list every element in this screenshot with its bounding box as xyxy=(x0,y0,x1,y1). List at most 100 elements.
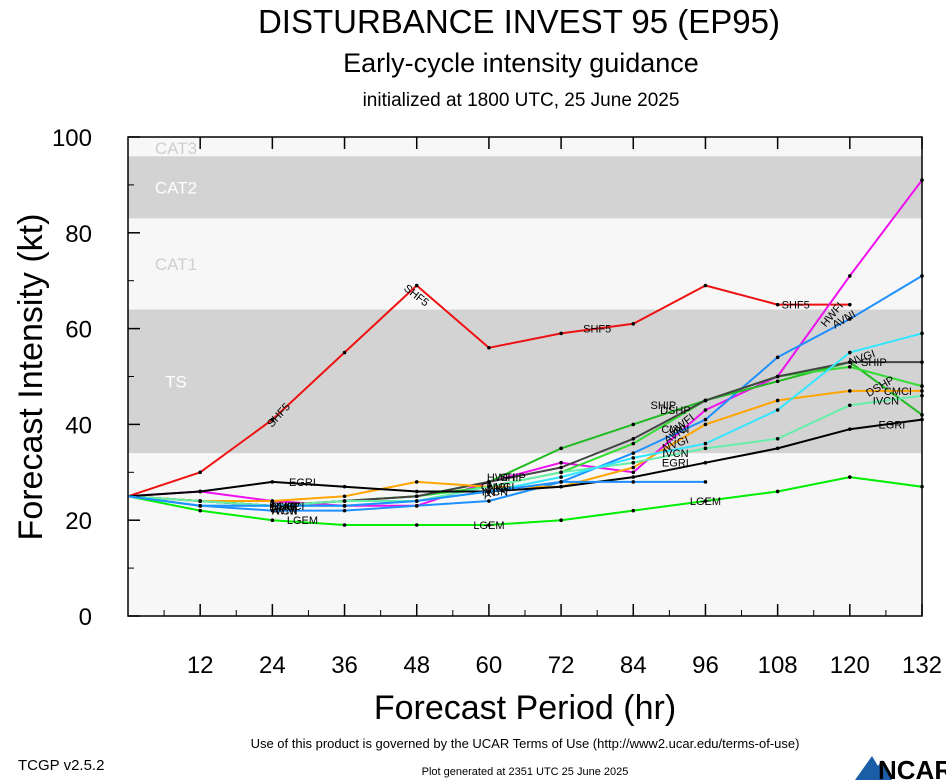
band-ts xyxy=(128,309,922,454)
y-tick-label: 20 xyxy=(65,508,92,535)
data-point-cmci xyxy=(703,422,708,427)
data-point-egri xyxy=(631,475,636,479)
data-point-avni xyxy=(342,508,347,513)
data-point-hwfi xyxy=(703,408,708,412)
series-label-ivcn: IVCN xyxy=(662,448,688,460)
data-point-hwfi xyxy=(631,470,636,475)
series-line-egri xyxy=(127,418,923,498)
chart-subtitle: Early-cycle intensity guidance xyxy=(343,48,699,78)
axis-ticks: 0 20 40 60 80 100 12 24 36 48 60 72 84 96 108 120 132 xyxy=(52,125,942,679)
data-point-lgem xyxy=(703,499,708,503)
ncar-logo-mark xyxy=(855,756,892,780)
data-point-egri xyxy=(775,446,780,451)
data-point-shf5 xyxy=(198,470,202,475)
data-point-shf5 xyxy=(775,302,780,307)
data-point-cmci xyxy=(848,389,852,393)
data-point-ship xyxy=(775,374,780,379)
data-point-cmci xyxy=(414,480,419,484)
data-point-ivcn xyxy=(342,499,347,503)
data-point-dshp xyxy=(848,365,852,369)
x-tick-label: 108 xyxy=(758,652,798,679)
series-label-ivcn: IVCN xyxy=(482,486,508,498)
data-point-ship xyxy=(631,436,636,441)
ncar-logo: NCAR xyxy=(855,755,946,780)
data-point-shf5 xyxy=(270,417,275,422)
data-point-cmci xyxy=(775,398,780,403)
x-tick-label: 84 xyxy=(620,652,647,679)
data-point-ivcn xyxy=(559,470,563,475)
x-tick-label: 72 xyxy=(548,652,575,679)
series-line-lgem xyxy=(127,476,923,526)
data-point-unlabeled-11 xyxy=(342,504,347,508)
data-point-nvgi xyxy=(559,446,563,451)
series-label-egri: EGRI xyxy=(878,419,905,431)
x-tick-label: 120 xyxy=(830,652,870,679)
y-tick-label: 100 xyxy=(52,125,92,152)
data-point-ship xyxy=(703,398,708,403)
series-label-cmci: CMCI xyxy=(276,501,304,513)
x-tick-label: 24 xyxy=(259,652,286,679)
series-line-avni xyxy=(127,275,923,512)
data-point-ivcn xyxy=(848,403,852,408)
band-label-cat2: CAT2 xyxy=(155,178,197,197)
band-cat2 xyxy=(128,156,922,219)
data-point-shf5 xyxy=(487,345,491,350)
series-label-avni: AVNI xyxy=(272,506,297,518)
data-point-unlabeled-11 xyxy=(414,499,419,503)
data-point-shf5 xyxy=(342,350,347,355)
data-point-unlabeled-11 xyxy=(198,504,202,508)
data-point-lgem xyxy=(198,508,202,513)
data-point-ship xyxy=(414,494,419,499)
series-points xyxy=(198,178,924,527)
series-label-lgem: LGEM xyxy=(473,520,504,532)
data-point-lgem xyxy=(487,523,491,527)
data-point-avni xyxy=(631,451,636,455)
data-point-lgem xyxy=(414,523,419,527)
series-line-hwfi xyxy=(127,179,923,507)
series-label-ship: SHIP xyxy=(500,472,526,484)
data-point-unlabeled-10 xyxy=(631,456,636,460)
series-label-shf5: SHF5 xyxy=(583,324,611,336)
data-point-ship xyxy=(848,360,852,364)
data-point-avni xyxy=(848,317,852,321)
band-label-cat1: CAT1 xyxy=(155,255,197,274)
data-point-egri xyxy=(414,489,419,494)
data-point-dshp xyxy=(631,441,636,446)
series-label-ivcn: IVCN xyxy=(873,395,899,407)
data-point-avni xyxy=(703,417,708,422)
series-label-cmci: CMCI xyxy=(884,386,912,398)
data-point-avni xyxy=(775,355,780,360)
data-point-shf5 xyxy=(848,302,852,307)
data-point-nvgi xyxy=(775,379,780,384)
series-label-dshp: DSHP xyxy=(660,405,691,417)
data-point-unlabeled-10 xyxy=(559,475,563,479)
series-label-shf5: SHF5 xyxy=(782,300,810,312)
x-axis-label: Forecast Period (hr) xyxy=(374,689,676,727)
ncar-logo-text: NCAR xyxy=(878,755,946,780)
x-tick-label: 96 xyxy=(692,652,719,679)
data-point-egri xyxy=(559,484,563,489)
series-label-nvgi: NVGI xyxy=(487,482,514,494)
band-label-cat3: CAT3 xyxy=(155,139,197,158)
band-label-ts: TS xyxy=(165,372,187,391)
series-label-ship: SHIP xyxy=(272,501,298,513)
data-point-ivcn xyxy=(703,446,708,451)
data-point-cmci xyxy=(342,494,347,499)
y-tick-label: 60 xyxy=(65,317,92,344)
data-point-shf5 xyxy=(703,283,708,288)
chart-title: DISTURBANCE INVEST 95 (EP95) xyxy=(258,3,780,40)
data-point-lgem xyxy=(270,518,275,522)
data-point-unlabeled-11 xyxy=(270,504,275,508)
series-label-egri: EGRI xyxy=(662,458,689,470)
y-tick-label: 80 xyxy=(65,221,92,248)
series-label-cmci: CMCI xyxy=(481,482,509,494)
data-point-hwfi xyxy=(848,274,852,278)
version-label: TCGP v2.5.2 xyxy=(18,757,104,774)
series-label-ivcn: IVCN xyxy=(271,506,297,518)
data-point-unlabeled-10 xyxy=(703,441,708,446)
series-label-hwfi: HWFI xyxy=(487,472,515,484)
series-label-cmci: CMCI xyxy=(661,424,689,436)
data-point-egri xyxy=(198,489,202,494)
series-label-ship: SHIP xyxy=(861,357,887,369)
